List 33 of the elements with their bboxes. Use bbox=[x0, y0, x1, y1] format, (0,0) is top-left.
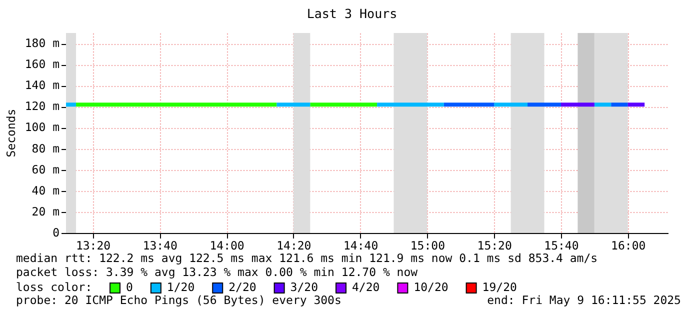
y-tick-label: 140 m bbox=[24, 78, 60, 92]
x-tick-label: 14:20 bbox=[276, 238, 312, 252]
y-tick-label: 60 m bbox=[32, 162, 60, 176]
text: end: Fri May 9 16:11:55 2025 bbox=[487, 293, 681, 307]
y-tick-label: 20 m bbox=[32, 204, 60, 218]
y-tick-label: 180 m bbox=[24, 36, 60, 50]
legend-label: 19/20 bbox=[482, 280, 517, 294]
x-tick-label: 13:40 bbox=[142, 238, 178, 252]
y-axis-title: Seconds bbox=[4, 108, 18, 158]
legend-label: 3/20 bbox=[290, 280, 318, 294]
legend-label: 1/20 bbox=[166, 280, 195, 294]
y-tick-label: 80 m bbox=[32, 141, 60, 156]
x-tick-label: 14:00 bbox=[210, 238, 244, 252]
x-tick-label: 14:40 bbox=[344, 238, 378, 252]
chart-title: Last 3 Hours bbox=[306, 6, 398, 21]
y-tick-label: 0 bbox=[52, 226, 60, 240]
text: median rtt: 122.2 ms avg 122.5 ms max 121.6 ms min 121.9 ms now 0.1 ms sd 853.4 am/s bbox=[16, 251, 598, 265]
legend-label: 2/20 bbox=[228, 280, 256, 294]
x-tick-label: 15:40 bbox=[544, 238, 579, 252]
x-tick-label: 15:00 bbox=[410, 238, 446, 252]
legend-label: 0 bbox=[126, 280, 133, 294]
x-tick-label: 16:00 bbox=[611, 238, 646, 252]
legend-label: 10/20 bbox=[414, 280, 448, 294]
y-tick-label: 120 m bbox=[24, 99, 60, 114]
y-tick-label: 160 m bbox=[24, 57, 60, 72]
legend-label: 4/20 bbox=[352, 280, 380, 294]
x-tick-label: 13:20 bbox=[76, 238, 111, 252]
x-tick-label: 15:20 bbox=[477, 238, 512, 252]
y-tick-label: 40 m bbox=[32, 183, 60, 198]
text: packet loss: 3.39 % avg 13.23 % max 0.00 % min 12.70 % now bbox=[16, 265, 418, 279]
legend-title: loss color: bbox=[16, 280, 92, 294]
text: probe: 20 ICMP Echo Pings (56 Bytes) every 300s bbox=[16, 293, 342, 307]
y-tick-label: 100 m bbox=[24, 120, 60, 134]
